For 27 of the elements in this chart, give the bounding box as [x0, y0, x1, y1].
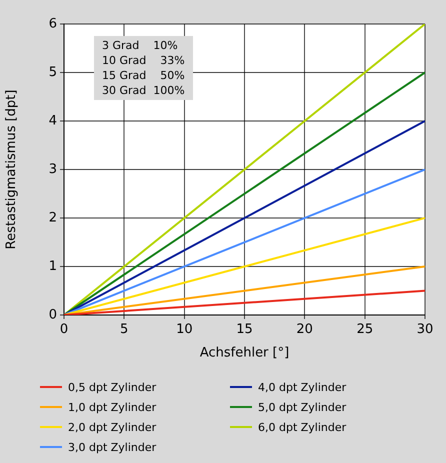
legend-label: 6,0 dpt Zylinder — [258, 420, 346, 434]
y-tick-label: 1 — [48, 258, 57, 274]
legend-label: 1,0 dpt Zylinder — [68, 400, 156, 414]
y-tick-label: 6 — [48, 16, 57, 32]
x-tick-label: 0 — [60, 322, 68, 338]
legend-label: 2,0 dpt Zylinder — [68, 420, 156, 434]
legend-label: 3,0 dpt Zylinder — [68, 440, 156, 454]
legend-label: 4,0 dpt Zylinder — [258, 380, 346, 394]
x-tick-label: 15 — [236, 322, 253, 338]
x-tick-label: 30 — [416, 322, 434, 338]
y-tick-label: 4 — [48, 113, 57, 128]
annotation: 30 Grad 100% — [102, 84, 185, 97]
y-tick-label: 0 — [48, 307, 57, 322]
x-axis-title: Achsfehler [°] — [200, 346, 290, 361]
annotation: 3 Grad 10% — [102, 39, 178, 52]
x-tick-label: 25 — [356, 322, 374, 338]
y-tick-label: 3 — [48, 162, 57, 177]
y-tick-label: 5 — [48, 64, 57, 80]
annotation: 10 Grad 33% — [102, 54, 185, 67]
legend-label: 5,0 dpt Zylinder — [258, 400, 346, 414]
annotation: 15 Grad 50% — [102, 69, 185, 82]
x-tick-label: 10 — [176, 322, 193, 338]
x-tick-label: 5 — [120, 322, 128, 338]
x-tick-label: 20 — [296, 322, 313, 338]
legend-label: 0,5 dpt Zylinder — [68, 380, 156, 394]
y-tick-label: 2 — [48, 210, 57, 226]
y-axis-title: Restastigmatismus [dpt] — [4, 90, 20, 250]
